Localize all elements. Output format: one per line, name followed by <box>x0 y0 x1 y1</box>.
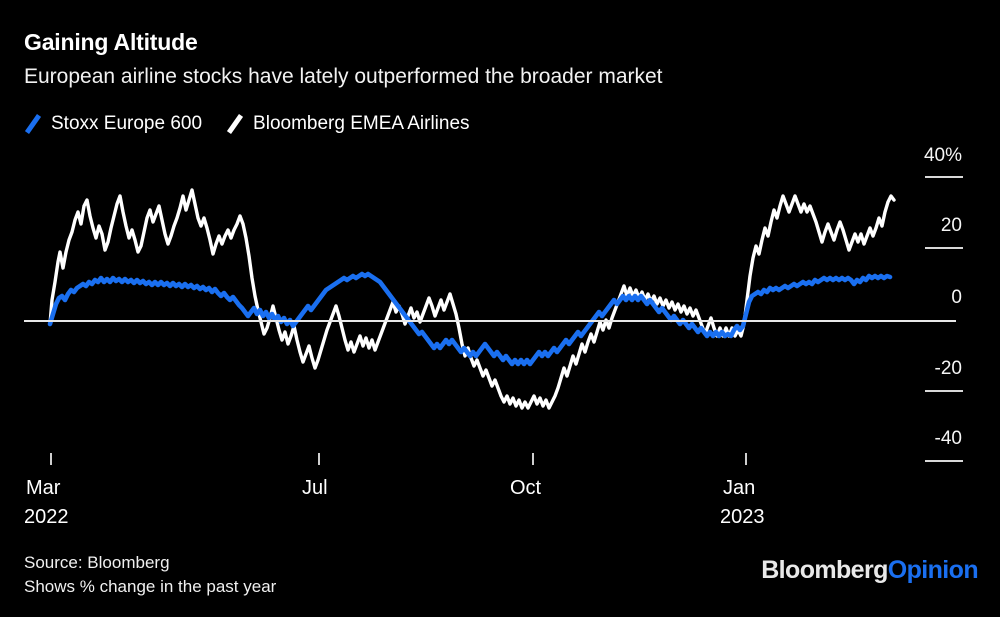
y-tick-label-40: 40% <box>923 145 962 166</box>
x-tick-label-mar: Mar <box>26 477 61 499</box>
legend-label-stoxx: Stoxx Europe 600 <box>51 113 203 134</box>
x-tick-label-oct: Oct <box>510 477 542 499</box>
y-tick-label-20: 20 <box>940 215 962 236</box>
legend-label-airlines: Bloomberg EMEA Airlines <box>253 113 470 134</box>
page-subtitle: European airline stocks have lately outp… <box>24 65 663 88</box>
brand-opinion: Opinion <box>887 556 979 584</box>
legend-item-airlines[interactable]: Bloomberg EMEA Airlines <box>226 113 470 135</box>
bloomberg-opinion-logo: BloombergOpinion <box>761 556 978 585</box>
y-tick-rule-20 <box>925 247 963 249</box>
plot-area <box>0 140 1000 470</box>
x-tick-label-2022: 2022 <box>24 506 69 528</box>
x-tick-mark-oct <box>532 453 534 465</box>
chart-legend: Stoxx Europe 600 Bloomberg EMEA Airlines <box>24 113 494 135</box>
series-line-stoxx <box>47 271 893 367</box>
page-title: Gaining Altitude <box>24 29 198 55</box>
y-tick-label-neg40: -40 <box>934 428 962 449</box>
series-line-airlines <box>48 188 896 410</box>
y-tick-label-0: 0 <box>951 287 962 308</box>
methodology-note: Shows % change in the past year <box>24 577 277 596</box>
y-tick-rule-neg40 <box>925 460 963 462</box>
x-tick-mark-jul <box>318 453 320 465</box>
x-tick-mark-mar <box>50 453 52 465</box>
source-note: Source: Bloomberg <box>24 553 170 572</box>
diagonal-slash-icon <box>24 115 42 133</box>
x-tick-mark-jan <box>745 453 747 465</box>
x-tick-label-2023: 2023 <box>720 506 765 528</box>
y-tick-label-neg20: -20 <box>934 358 962 379</box>
y-tick-rule-40 <box>925 176 963 178</box>
series-svg <box>47 188 896 410</box>
brand-bloomberg: Bloomberg <box>761 556 888 584</box>
x-tick-label-jan: Jan <box>723 477 756 499</box>
diagonal-slash-icon <box>226 115 244 133</box>
legend-item-stoxx[interactable]: Stoxx Europe 600 <box>24 113 202 135</box>
y-tick-rule-neg20 <box>925 390 963 392</box>
x-tick-label-jul: Jul <box>302 477 328 499</box>
zero-baseline <box>24 320 956 322</box>
